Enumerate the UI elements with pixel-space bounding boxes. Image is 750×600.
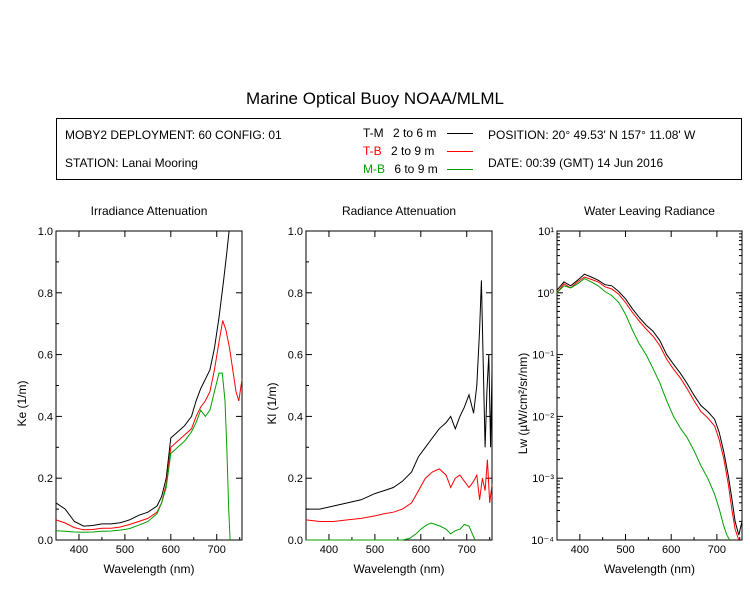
series-line-m-b	[306, 522, 476, 541]
legend-item-tm: T-M 2 to 6 m	[363, 126, 436, 140]
x-axis-label: Wavelength (nm)	[354, 562, 445, 576]
y-tick-label: 0.2	[38, 473, 53, 485]
legend-label: T-B	[363, 144, 382, 158]
x-tick-label: 600	[662, 544, 680, 556]
panel-title: Radiance Attenuation	[342, 204, 456, 218]
y-tick-label: 0.2	[288, 473, 303, 485]
series-line-m-b	[556, 278, 731, 541]
y-axis-label: Ke (1/m)	[15, 380, 29, 426]
date-text: DATE: 00:39 (GMT) 14 Jun 2016	[488, 156, 664, 170]
x-tick-label: 500	[366, 544, 384, 556]
plot-frame	[55, 230, 243, 541]
x-axis-label: Wavelength (nm)	[604, 562, 695, 576]
series-line-t-m	[556, 273, 743, 536]
legend-line-tb	[447, 151, 473, 152]
x-tick-label: 600	[412, 544, 430, 556]
panel-title: Irradiance Attenuation	[91, 204, 208, 218]
figure-title: Marine Optical Buoy NOAA/MLML	[246, 89, 504, 108]
x-tick-label: 700	[208, 544, 226, 556]
y-tick-label: 0.6	[38, 350, 53, 362]
x-tick-label: 500	[616, 544, 634, 556]
plot-frame	[305, 230, 493, 541]
y-tick-label: 10⁻¹	[532, 350, 554, 362]
y-tick-label: 10⁻³	[532, 473, 554, 485]
x-axis-label: Wavelength (nm)	[104, 562, 195, 576]
y-tick-label: 0.6	[288, 350, 303, 362]
y-tick-label: 1.0	[288, 226, 303, 238]
y-tick-label: 0.4	[288, 411, 303, 423]
y-tick-label: 10⁻⁴	[531, 535, 554, 547]
y-tick-label: 10⁻²	[532, 411, 554, 423]
x-tick-label: 400	[571, 544, 589, 556]
y-axis-label: Lw (µW/cm²/sr/nm)	[516, 353, 530, 455]
info-box: MOBY2 DEPLOYMENT: 60 CONFIG: 01 STATION:…	[56, 118, 742, 180]
y-axis-label: Kl (1/m)	[265, 382, 279, 424]
legend-depth: 2 to 6 m	[393, 126, 437, 140]
series-line-t-b	[55, 320, 243, 531]
series-line-t-m	[55, 230, 230, 527]
y-tick-label: 10¹	[538, 226, 554, 238]
plot-frame	[556, 230, 743, 541]
legend-item-tb: T-B 2 to 9 m	[363, 144, 434, 158]
deployment-text: MOBY2 DEPLOYMENT: 60 CONFIG: 01	[65, 128, 282, 142]
y-tick-label: 0.4	[38, 411, 53, 423]
y-tick-label: 1.0	[38, 226, 53, 238]
y-tick-label: 0.0	[288, 535, 303, 547]
x-tick-label: 400	[70, 544, 88, 556]
legend-label: T-M	[363, 126, 384, 140]
legend-line-tm	[447, 133, 473, 134]
panel-title: Water Leaving Radiance	[584, 204, 715, 218]
legend-depth: 6 to 9 m	[394, 162, 438, 176]
position-text: POSITION: 20° 49.53' N 157° 11.08' W	[488, 128, 696, 142]
legend-label: M-B	[363, 162, 385, 176]
series-line-t-m	[306, 280, 493, 510]
x-tick-label: 500	[116, 544, 134, 556]
legend-depth: 2 to 9 m	[391, 144, 435, 158]
series-line-t-b	[556, 276, 740, 541]
legend-line-mb	[447, 169, 473, 170]
x-tick-label: 600	[162, 544, 180, 556]
series-line-t-b	[305, 459, 493, 522]
legend-item-mb: M-B 6 to 9 m	[363, 162, 438, 176]
series-line-m-b	[55, 372, 231, 541]
x-tick-label: 400	[320, 544, 338, 556]
x-tick-label: 700	[458, 544, 476, 556]
x-tick-label: 700	[708, 544, 726, 556]
y-tick-label: 10⁰	[537, 288, 554, 300]
y-tick-label: 0.8	[288, 288, 303, 300]
station-text: STATION: Lanai Mooring	[65, 156, 198, 170]
y-tick-label: 0.0	[38, 535, 53, 547]
y-tick-label: 0.8	[38, 288, 53, 300]
